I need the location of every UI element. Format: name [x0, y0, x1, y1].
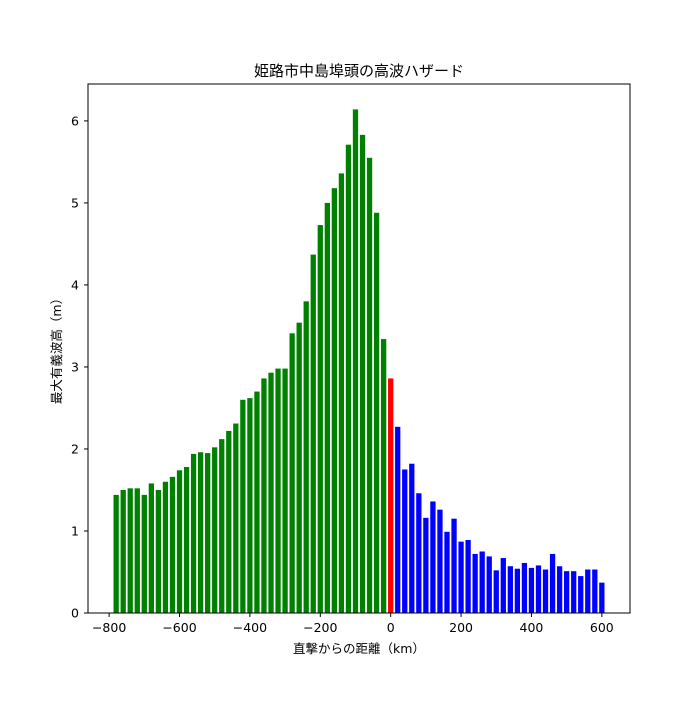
x-tick-label: 400 [520, 620, 544, 635]
y-tick-label: 0 [71, 606, 79, 621]
bar [338, 173, 345, 613]
bar [155, 489, 162, 613]
bar [254, 391, 260, 613]
bar [331, 188, 337, 613]
bar [282, 368, 288, 613]
x-axis: −800 −600 −400 −200 0 200 400 600 [92, 613, 614, 635]
bar [352, 109, 359, 614]
bar [465, 540, 471, 613]
bar [451, 518, 457, 613]
bar [127, 488, 133, 613]
bar [402, 469, 408, 613]
y-tick-label: 4 [71, 277, 79, 292]
y-tick-label: 1 [71, 523, 79, 538]
bar [599, 582, 605, 613]
bar [240, 399, 246, 613]
bar [247, 398, 253, 613]
bar [486, 556, 492, 613]
x-tick-label: −400 [233, 620, 267, 635]
bar [296, 322, 302, 613]
x-axis-label: 直撃からの距離（km） [293, 641, 425, 656]
bar [113, 494, 119, 613]
bar [528, 567, 535, 613]
bar [219, 439, 225, 613]
y-tick-label: 2 [71, 441, 79, 456]
bar [176, 470, 183, 613]
bar [162, 481, 169, 613]
bar [310, 254, 316, 613]
bar [141, 494, 147, 613]
bar [549, 553, 556, 613]
bar [120, 489, 126, 613]
bar [303, 301, 309, 613]
bar [388, 378, 394, 613]
bar [226, 430, 232, 613]
y-tick-label: 6 [71, 113, 79, 128]
bar [472, 553, 478, 613]
bar [564, 571, 570, 613]
bar [148, 483, 154, 613]
bar [479, 551, 485, 613]
chart-title: 姫路市中島埠頭の高波ハザード [254, 62, 464, 80]
bar [514, 568, 521, 613]
bar [212, 447, 218, 613]
x-tick-label: 200 [449, 620, 473, 635]
bar [373, 212, 380, 613]
bar [458, 541, 464, 613]
y-tick-label: 5 [71, 195, 79, 210]
plot-frame [87, 83, 631, 614]
bar [578, 576, 584, 613]
bar [437, 509, 443, 613]
bar [289, 333, 295, 613]
bar [359, 134, 366, 613]
bar [395, 426, 401, 613]
bar [169, 476, 176, 613]
bar [500, 558, 506, 613]
bar [233, 423, 239, 613]
bar [416, 493, 422, 613]
bar [430, 501, 436, 613]
bar [571, 571, 577, 613]
bar [317, 225, 323, 613]
bar [190, 453, 197, 613]
bar [409, 463, 415, 613]
bar [592, 569, 598, 613]
x-tick-label: −200 [303, 620, 337, 635]
bar [275, 368, 281, 613]
bar [324, 202, 330, 614]
bar [423, 517, 429, 613]
bar [381, 339, 387, 613]
y-axis: 0 1 2 3 4 5 6 [71, 113, 88, 621]
bar [585, 569, 591, 613]
bar [493, 570, 499, 613]
bar [444, 531, 450, 613]
bar [197, 452, 204, 613]
y-axis-label: 最大有義波高（m） [49, 292, 64, 404]
bar [521, 562, 528, 613]
bar [268, 372, 274, 613]
bar [183, 467, 190, 613]
bar [345, 144, 352, 613]
bar [205, 453, 211, 613]
y-tick-label: 3 [71, 359, 79, 374]
bar [134, 488, 140, 613]
x-tick-label: −600 [162, 620, 196, 635]
bar [366, 157, 373, 613]
bar [535, 565, 542, 613]
x-tick-label: 600 [590, 620, 614, 635]
x-tick-label: 0 [387, 620, 395, 635]
bar [261, 378, 267, 613]
bar [507, 566, 513, 613]
bar [556, 566, 563, 613]
bars-group [113, 109, 605, 614]
x-tick-label: −800 [92, 620, 126, 635]
bar [542, 569, 549, 613]
